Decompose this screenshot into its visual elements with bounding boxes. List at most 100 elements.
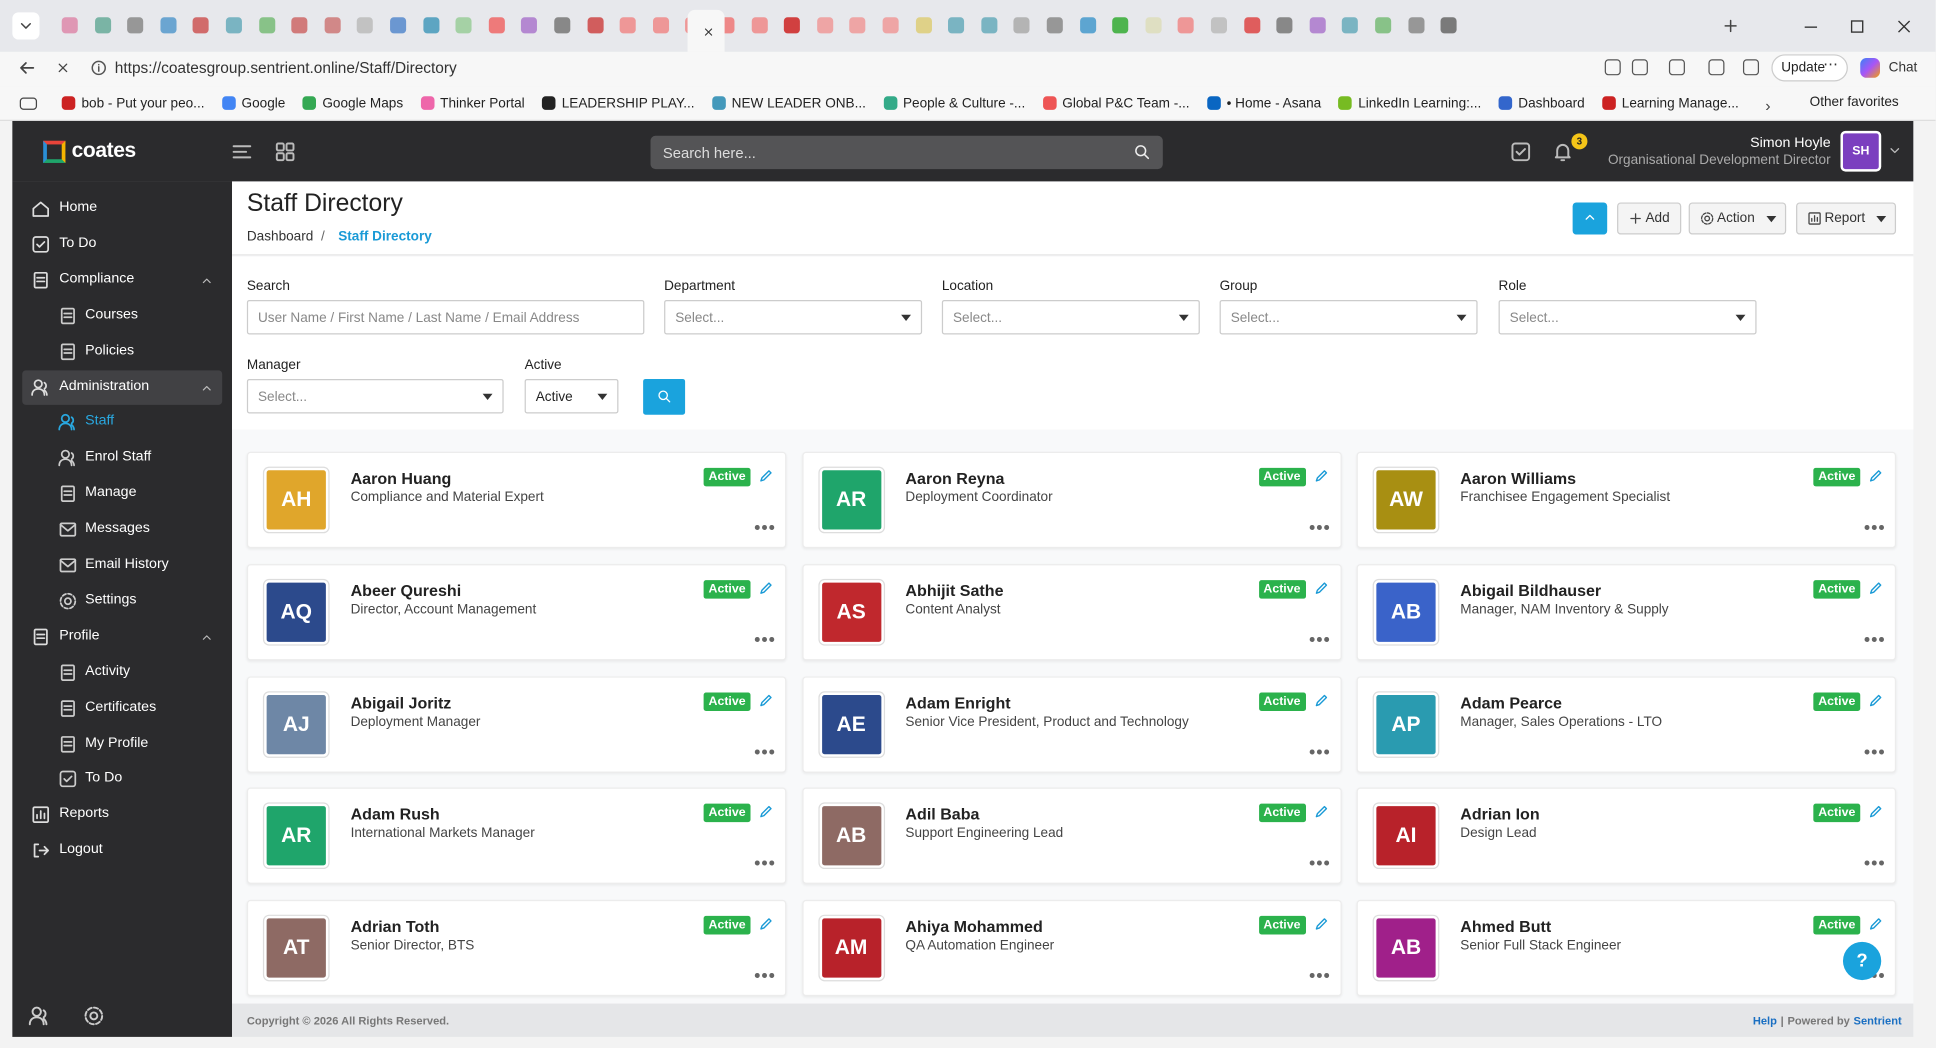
tab[interactable] [587,17,604,34]
nav-sub-item[interactable]: Activity [85,663,131,679]
help-link[interactable]: Help [1752,1014,1777,1028]
edit-icon[interactable] [758,916,774,936]
bookmark[interactable]: Google Maps [302,96,403,110]
more-button[interactable]: ••• [1309,629,1331,650]
toolbar-icon[interactable] [1708,59,1725,76]
tab[interactable] [1079,17,1096,34]
tab[interactable] [751,17,768,34]
bookmark[interactable]: Learning Manage... [1602,96,1739,110]
staff-card[interactable]: AE Adam Enright Senior Vice President, Pro… [801,675,1342,773]
staff-card[interactable]: AW Aaron Williams Franchisee Engagement Sp… [1356,451,1897,549]
nav-sub-item[interactable]: My Profile [85,735,149,750]
tab[interactable] [915,17,932,34]
filter-select[interactable]: Select... [246,378,504,414]
more-button[interactable]: ••• [1309,517,1331,537]
tab[interactable] [981,17,998,34]
menu-toggle[interactable] [231,141,253,167]
more-button[interactable]: ••• [754,965,777,986]
staff-card[interactable]: AP Adam Pearce Manager, Sales Operations -… [1356,675,1897,773]
edit-icon[interactable] [1868,692,1884,712]
staff-name[interactable]: Ahiya Mohammed [905,917,1043,936]
edit-icon[interactable] [1868,804,1884,824]
filter-select[interactable]: Select... [941,299,1200,335]
more-button[interactable]: ••• [1863,517,1886,537]
nav-sub-item[interactable]: Policies [85,342,135,358]
tab[interactable] [1013,17,1030,34]
staff-name[interactable]: Abigail Bildhauser [1460,581,1602,600]
bookmark[interactable]: Dashboard [1498,96,1585,110]
edit-icon[interactable] [1313,692,1329,712]
staff-name[interactable]: Adam Rush [350,805,440,824]
more-button[interactable]: ••• [1863,629,1886,650]
more-button[interactable]: ••• [1309,741,1331,762]
notifications-icon[interactable] [1552,141,1574,167]
edit-icon[interactable] [1313,916,1329,936]
toolbar-icon[interactable] [1668,59,1685,76]
more-button[interactable]: ••• [754,853,777,874]
nav-item[interactable]: Reports [59,806,109,822]
active-tab[interactable] [687,9,725,52]
staff-name[interactable]: Abeer Qureshi [350,581,462,600]
nav-item[interactable]: Administration [59,378,150,394]
bookmark[interactable]: • Home - Asana [1206,96,1321,110]
more-button[interactable]: ••• [1309,853,1331,874]
filter-select[interactable]: Select... [664,299,923,335]
header-button[interactable]: Add [1617,202,1682,235]
tab[interactable] [1309,17,1326,34]
more-button[interactable]: ••• [1309,965,1331,986]
staff-card[interactable]: AB Abigail Bildhauser Manager, NAM Invento… [1356,563,1897,661]
tab[interactable] [619,17,636,34]
tab[interactable] [488,17,505,34]
bookmark[interactable]: NEW LEADER ONB... [711,96,866,110]
tab[interactable] [422,17,439,34]
user-menu-chevron[interactable] [1887,143,1902,162]
edit-icon[interactable] [1313,580,1329,600]
sidebar-people-icon[interactable] [28,1005,50,1031]
filter-search-button[interactable] [643,378,686,415]
staff-card[interactable]: AT Adrian Toth Senior Director, BTS Active •… [246,900,787,997]
tab[interactable] [554,17,571,34]
staff-name[interactable]: Abigail Joritz [350,693,452,712]
nav-sub-item[interactable]: Certificates [85,699,157,715]
edit-icon[interactable] [1313,804,1329,824]
tab[interactable] [1046,17,1063,34]
edit-icon[interactable] [758,468,774,488]
tab[interactable] [1375,17,1392,34]
more-button[interactable]: ••• [754,517,777,537]
edit-icon[interactable] [1868,916,1884,936]
nav-sub-item[interactable]: Staff [85,414,115,429]
nav-sub-item[interactable]: Messages [85,521,150,536]
tab[interactable] [1440,17,1457,34]
bookmark[interactable]: Google [221,96,285,110]
nav-item[interactable]: Home [59,199,98,215]
toolbar-icon[interactable] [1742,59,1760,76]
toolbar-icon[interactable] [1604,59,1621,76]
staff-name[interactable]: Adrian Toth [350,917,440,936]
nav-sub-item[interactable]: Courses [85,306,139,322]
tab[interactable] [160,17,177,34]
edit-icon[interactable] [758,804,774,824]
tab[interactable] [1112,17,1129,34]
staff-card[interactable]: AI Adrian Ion Design Lead Active ••• [1356,788,1897,885]
tab[interactable] [1342,17,1359,34]
bookmark[interactable]: LinkedIn Learning:... [1338,96,1481,110]
tab[interactable] [948,17,965,34]
tab[interactable] [1276,17,1293,34]
tab[interactable] [784,17,801,34]
staff-name[interactable]: Adrian Ion [1460,805,1540,824]
more-button[interactable]: ••• [754,741,777,762]
edit-icon[interactable] [1313,468,1329,488]
breadcrumb-item[interactable]: Dashboard [246,229,314,245]
tab[interactable] [94,17,111,34]
edit-icon[interactable] [758,580,774,600]
bookmark[interactable]: LEADERSHIP PLAY... [541,96,695,110]
tab[interactable] [258,17,275,34]
tab[interactable] [357,17,374,34]
staff-name[interactable]: Aaron Reyna [905,469,1005,488]
tab[interactable] [291,17,308,34]
staff-name[interactable]: Aaron Huang [350,469,452,488]
apps-toggle[interactable] [274,141,296,167]
bookmark[interactable]: Global P&C Team -... [1042,96,1190,110]
update-button[interactable]: Update [1771,54,1848,82]
nav-item[interactable]: To Do [59,235,97,251]
